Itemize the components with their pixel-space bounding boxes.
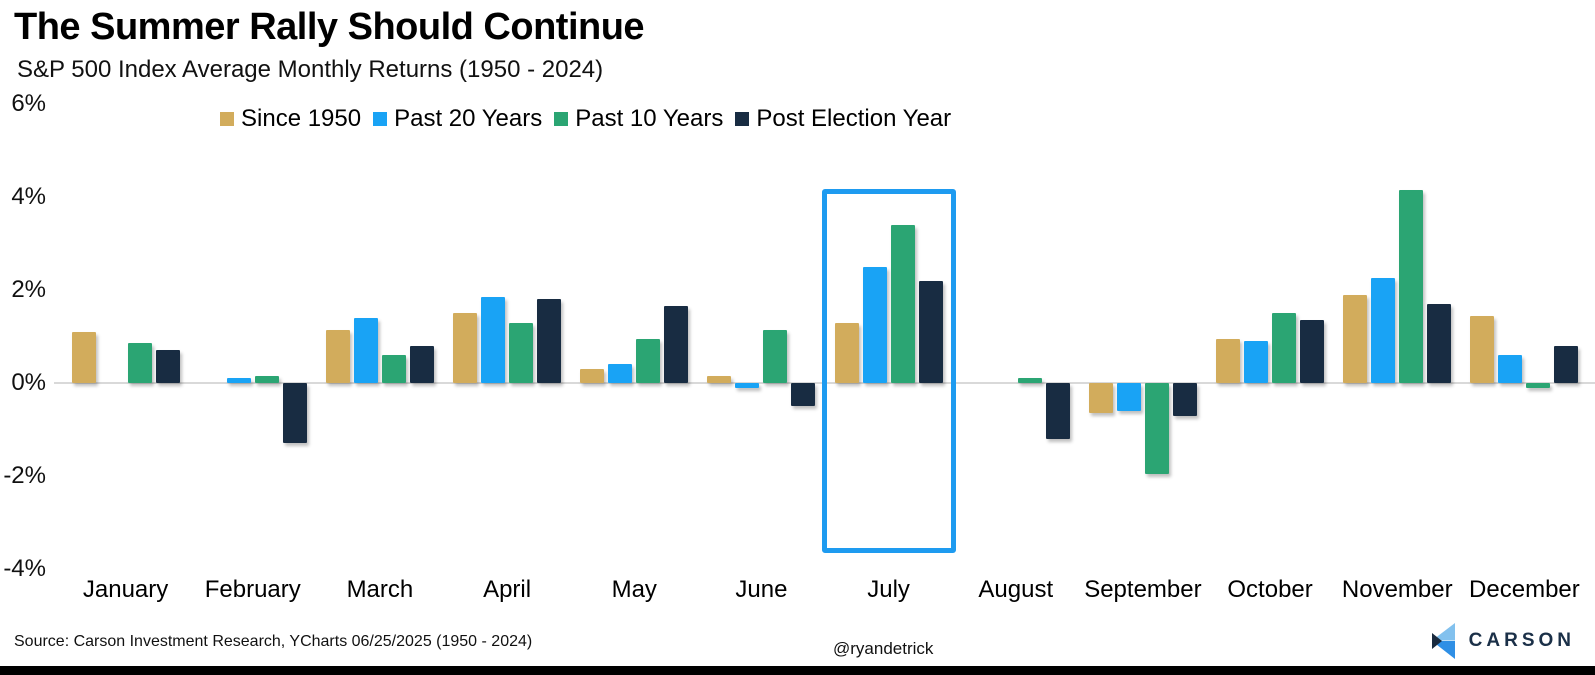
- bar-june-past-10-years: [763, 329, 788, 383]
- y-axis-tick-6: 6%: [11, 90, 46, 117]
- bar-july-post-election-year: [918, 280, 943, 383]
- y-axis-tick-2: 2%: [11, 276, 46, 303]
- bar-may-past-10-years: [636, 338, 661, 383]
- x-axis-label-may: May: [611, 576, 657, 603]
- bottom-divider-bar: [0, 666, 1595, 675]
- bar-may-since-1950: [580, 369, 605, 383]
- x-axis-label-july: July: [867, 576, 910, 603]
- bar-october-since-1950: [1216, 338, 1241, 383]
- x-axis-label-october: October: [1227, 576, 1313, 603]
- bar-may-past-20-years: [608, 364, 633, 383]
- bar-november-past-20-years: [1371, 278, 1396, 383]
- bar-october-past-10-years: [1272, 313, 1297, 383]
- bar-march-past-10-years: [381, 355, 406, 383]
- bar-february-past-20-years: [226, 378, 251, 383]
- bar-february-past-10-years: [254, 376, 279, 383]
- y-axis-tick-0: 0%: [11, 369, 46, 396]
- bar-january-post-election-year: [155, 350, 180, 383]
- bar-december-post-election-year: [1554, 345, 1579, 383]
- legend-label-since-1950: Since 1950: [241, 105, 362, 132]
- legend-swatch-post-election-year: [735, 112, 750, 126]
- x-axis-label-june: June: [735, 576, 788, 603]
- bar-april-post-election-year: [537, 299, 562, 383]
- bar-september-past-20-years: [1116, 383, 1141, 411]
- bar-july-since-1950: [834, 322, 859, 383]
- legend-item-since-1950: Since 1950: [220, 105, 361, 133]
- bar-december-past-20-years: [1498, 355, 1523, 383]
- carson-logo: CARSON: [1429, 618, 1575, 664]
- bar-june-post-election-year: [791, 383, 816, 407]
- x-axis-label-august: August: [978, 576, 1054, 603]
- legend-label-past-10-years: Past 10 Years: [575, 105, 724, 132]
- bar-june-since-1950: [707, 376, 732, 383]
- y-axis-tick--2: -2%: [3, 462, 46, 489]
- bar-april-past-20-years: [481, 296, 506, 383]
- bar-january-past-10-years: [127, 343, 152, 383]
- bar-july-past-20-years: [862, 266, 887, 383]
- legend-item-past-10-years: Past 10 Years: [554, 105, 723, 133]
- bar-october-post-election-year: [1300, 320, 1325, 383]
- x-axis-label-january: January: [82, 576, 169, 603]
- bar-february-post-election-year: [282, 383, 307, 444]
- bar-march-since-1950: [325, 329, 350, 383]
- bar-august-post-election-year: [1045, 383, 1070, 439]
- chart-subtitle: S&P 500 Index Average Monthly Returns (1…: [17, 56, 604, 83]
- y-axis-tick-4: 4%: [11, 183, 46, 210]
- legend-item-past-20-years: Past 20 Years: [373, 105, 542, 133]
- x-axis-label-april: April: [483, 576, 532, 603]
- bar-march-past-20-years: [353, 317, 378, 383]
- bar-june-past-20-years: [735, 383, 760, 388]
- highlight-box-july: [821, 189, 956, 554]
- bar-july-past-10-years: [890, 224, 915, 383]
- bar-september-post-election-year: [1172, 383, 1197, 416]
- legend-item-post-election-year: Post Election Year: [735, 105, 951, 133]
- bar-december-since-1950: [1470, 315, 1495, 383]
- bar-may-post-election-year: [664, 306, 689, 383]
- bar-september-since-1950: [1088, 383, 1113, 414]
- legend-swatch-since-1950: [220, 112, 234, 126]
- x-axis-label-february: February: [204, 576, 301, 603]
- author-handle: @ryandetrick: [833, 639, 934, 658]
- bar-october-past-20-years: [1244, 341, 1269, 383]
- bar-april-since-1950: [453, 313, 478, 383]
- bar-november-post-election-year: [1427, 303, 1452, 383]
- x-axis-label-september: September: [1084, 576, 1202, 603]
- chart-title: The Summer Rally Should Continue: [14, 6, 645, 48]
- legend-swatch-past-10-years: [554, 112, 569, 126]
- x-axis-label-december: December: [1469, 576, 1580, 603]
- bar-december-past-10-years: [1526, 383, 1551, 388]
- carson-logo-text: CARSON: [1468, 630, 1575, 651]
- bar-march-post-election-year: [409, 345, 434, 383]
- legend: Since 1950 Past 20 Years Past 10 Years Post…: [220, 105, 951, 133]
- source-note: Source: Carson Investment Research, YCha…: [14, 633, 533, 650]
- bar-november-past-10-years: [1399, 190, 1424, 383]
- bar-april-past-10-years: [509, 322, 534, 383]
- bar-august-past-10-years: [1017, 378, 1042, 383]
- x-axis-label-november: November: [1341, 576, 1453, 603]
- carson-logo-icon: [1431, 623, 1455, 659]
- bar-september-past-10-years: [1144, 383, 1169, 474]
- legend-label-post-election-year: Post Election Year: [756, 105, 952, 132]
- y-axis-tick--4: -4%: [3, 555, 46, 582]
- bar-november-since-1950: [1343, 294, 1368, 383]
- legend-label-past-20-years: Past 20 Years: [394, 105, 543, 132]
- x-axis-label-march: March: [346, 576, 414, 603]
- legend-swatch-past-20-years: [373, 112, 388, 126]
- bar-january-since-1950: [71, 331, 96, 383]
